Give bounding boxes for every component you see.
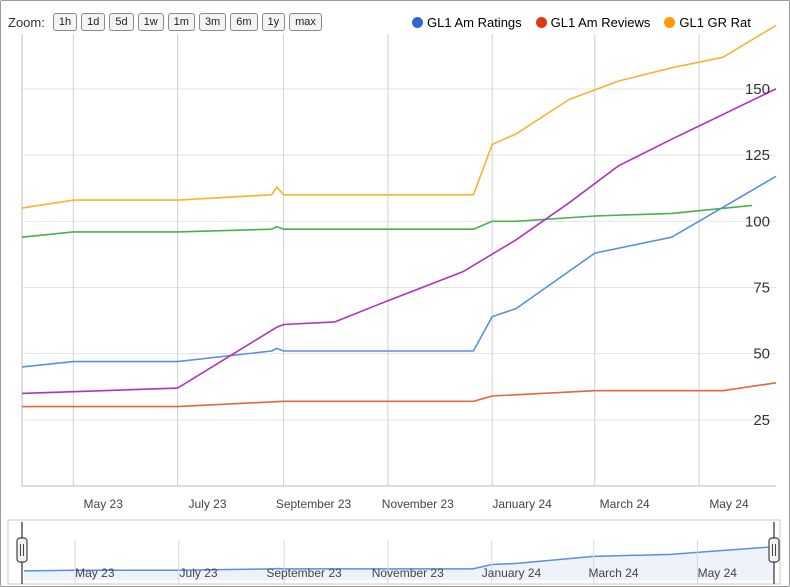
zoom-1y-button[interactable]: 1y xyxy=(261,13,286,31)
zoom-max-button[interactable]: max xyxy=(289,13,322,31)
legend-dot-icon xyxy=(412,16,423,28)
x-tick-label: January 24 xyxy=(492,497,552,511)
left-handle-icon[interactable] xyxy=(16,537,28,563)
legend-dot-icon xyxy=(535,16,547,28)
x-tick-label: May 23 xyxy=(84,497,124,511)
legend-label: GL1 Am Ratings xyxy=(427,14,522,30)
x-tick-label: September 23 xyxy=(276,497,352,511)
zoom-bar: Zoom: 1h 1d 5d 1w 1m 3m 6m 1y max xyxy=(8,12,322,32)
zoom-label: Zoom: xyxy=(8,14,45,30)
legend-item-am-ratings[interactable]: GL1 Am Ratings xyxy=(412,15,522,30)
y-tick-label: 125 xyxy=(745,147,770,164)
navigator-tick-label: July 23 xyxy=(180,566,218,580)
zoom-1d-button[interactable]: 1d xyxy=(81,13,106,31)
navigator-tick-label: September 23 xyxy=(266,566,342,580)
zoom-1h-button[interactable]: 1h xyxy=(52,13,78,31)
y-tick-label: 25 xyxy=(753,412,770,429)
range-navigator[interactable]: May 23 July 23 September 23 November 23 Janu… xyxy=(7,519,781,585)
legend-item-gr-ratings[interactable]: GL1 GR Rat xyxy=(664,15,751,30)
x-tick-label: May 24 xyxy=(709,497,749,511)
series-line-1 xyxy=(21,175,777,368)
y-tick-label: 50 xyxy=(753,346,770,363)
grid xyxy=(21,34,776,487)
x-axis-labels: May 23 July 23 September 23 November 23 Janu… xyxy=(84,497,749,511)
legend-item-am-reviews[interactable]: GL1 Am Reviews xyxy=(535,14,651,30)
legend-label: GL1 GR Rat xyxy=(679,14,751,30)
series-line-3 xyxy=(21,24,777,209)
series-group xyxy=(21,24,777,408)
zoom-3m-button[interactable]: 3m xyxy=(198,13,227,31)
zoom-1m-button[interactable]: 1m xyxy=(167,13,195,31)
zoom-5d-button[interactable]: 5d xyxy=(109,13,134,31)
series-line-2 xyxy=(22,382,777,408)
series-line-4 xyxy=(21,204,753,238)
navigator-area xyxy=(24,546,774,580)
legend-label: GL1 Am Reviews xyxy=(550,14,651,30)
y-tick-label: 100 xyxy=(745,213,770,230)
x-tick-label: July 23 xyxy=(189,497,227,511)
navigator-line xyxy=(23,545,775,572)
navigator-tick-label: May 23 xyxy=(75,566,115,580)
y-tick-label: 75 xyxy=(753,279,770,296)
zoom-1w-button[interactable]: 1w xyxy=(137,13,164,31)
series-line-5 xyxy=(21,88,777,395)
y-axis-labels: 25 50 75 100 125 150 xyxy=(745,81,770,429)
navigator-tick-label: January 24 xyxy=(482,566,542,580)
legend-dot-icon xyxy=(664,16,676,28)
navigator-tick-label: March 24 xyxy=(589,566,639,580)
navigator-tick-label: May 24 xyxy=(698,566,738,580)
zoom-6m-button[interactable]: 6m xyxy=(230,13,258,31)
y-tick-label: 150 xyxy=(745,81,770,98)
x-tick-label: March 24 xyxy=(600,497,650,511)
navigator-tick-label: November 23 xyxy=(372,566,444,580)
legend: GL1 Am Ratings GL1 Am Reviews GL1 GR Rat xyxy=(412,12,788,32)
right-handle-icon[interactable] xyxy=(768,537,780,563)
x-tick-label: November 23 xyxy=(382,497,454,511)
